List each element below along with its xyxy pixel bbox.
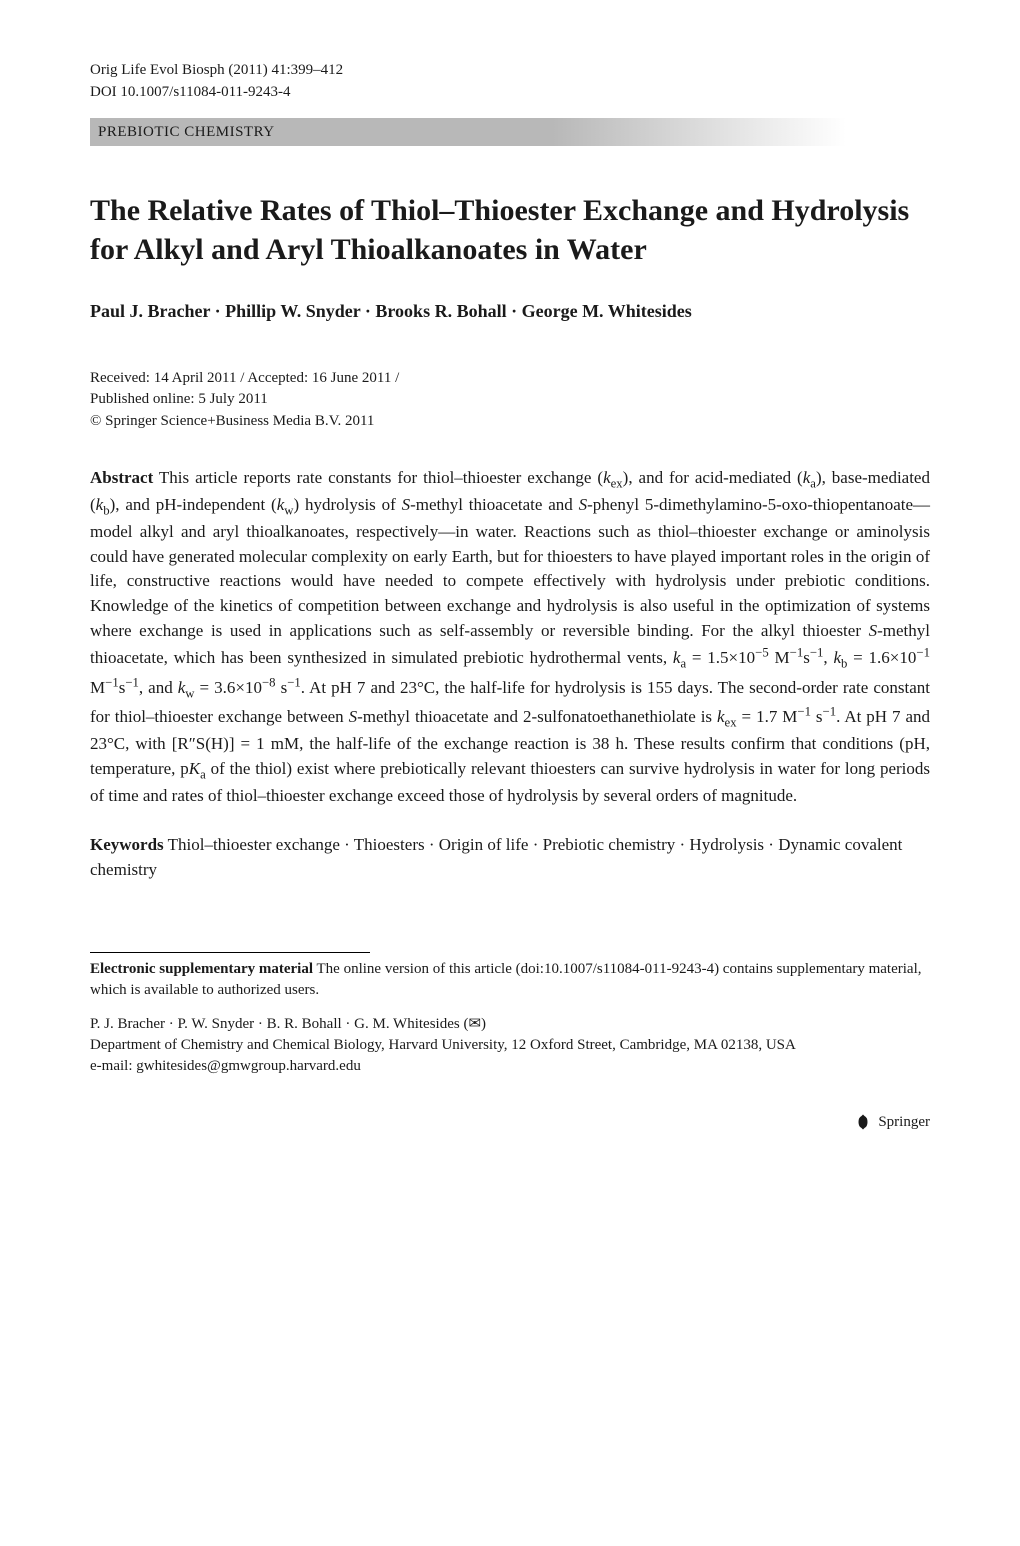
copyright-notice: © Springer Science+Business Media B.V. 2… [90,412,930,432]
affiliation-authors: P. J. Bracher · P. W. Snyder · B. R. Boh… [90,1014,930,1034]
supplementary-label: Electronic supplementary material [90,961,313,977]
doi-reference: DOI 10.1007/s11084-011-9243-4 [90,82,930,102]
keywords-section: Keywords Thiol–thioester exchange · Thio… [90,833,930,882]
springer-logo-icon [854,1113,872,1131]
page-footer: Springer [90,1112,930,1132]
abstract-section: Abstract This article reports rate const… [90,466,930,808]
affiliation-authors-text: P. J. Bracher · P. W. Snyder · B. R. Boh… [90,1016,486,1032]
publisher-name: Springer [878,1114,930,1130]
abstract-label: Abstract [90,468,153,487]
received-accepted-dates: Received: 14 April 2011 / Accepted: 16 J… [90,369,930,389]
abstract-text: This article reports rate constants for … [90,468,930,804]
keywords-label: Keywords [90,835,164,854]
article-title: The Relative Rates of Thiol–Thioester Ex… [90,191,930,269]
keywords-text: Thiol–thioester exchange · Thioesters · … [90,835,902,879]
journal-reference: Orig Life Evol Biosph (2011) 41:399–412 [90,60,930,80]
corresponding-email: e-mail: gwhitesides@gmwgroup.harvard.edu [90,1056,930,1076]
supplementary-material-note: Electronic supplementary material The on… [90,959,930,1000]
footnote-separator [90,952,370,953]
category-label: PREBIOTIC CHEMISTRY [90,118,930,146]
author-list: Paul J. Bracher · Phillip W. Snyder · Br… [90,299,930,324]
published-date: Published online: 5 July 2011 [90,390,930,410]
affiliation-department: Department of Chemistry and Chemical Bio… [90,1035,930,1055]
